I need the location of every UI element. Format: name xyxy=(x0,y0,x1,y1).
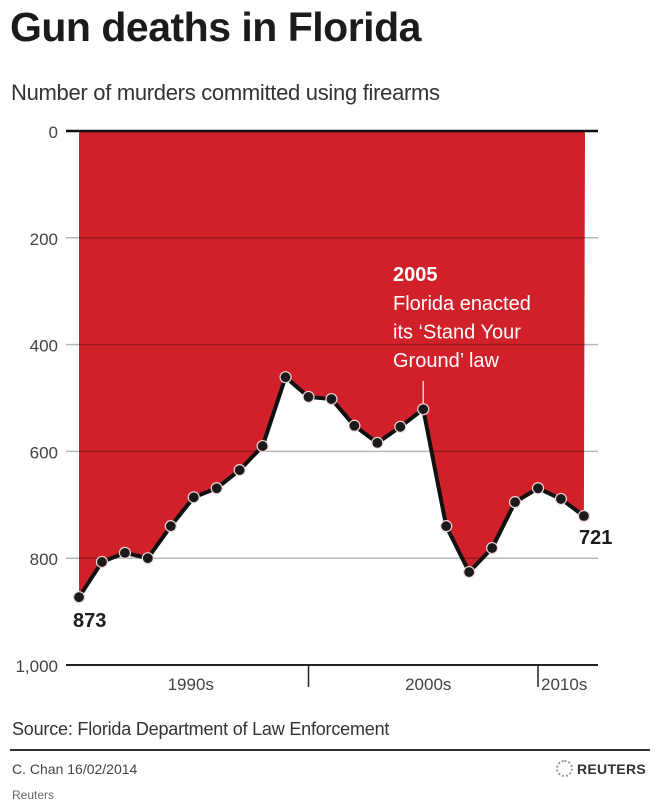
svg-text:873: 873 xyxy=(73,610,106,632)
svg-text:721: 721 xyxy=(579,527,612,549)
svg-text:0: 0 xyxy=(49,123,58,142)
svg-text:800: 800 xyxy=(30,550,58,569)
y-axis: 0 200 400 600 800 1,000 xyxy=(15,123,598,676)
svg-text:2010s: 2010s xyxy=(541,675,587,694)
area-chart: 0 200 400 600 800 1,000 1990s 2000s 2010s 873 72… xyxy=(15,123,612,694)
data-labels: 873 721 xyxy=(73,527,612,632)
svg-text:Ground’ law: Ground’ law xyxy=(393,350,500,372)
svg-text:600: 600 xyxy=(30,443,58,462)
reuters-brand: REUTERS xyxy=(556,760,646,777)
svg-text:1990s: 1990s xyxy=(168,675,214,694)
reuters-logo-icon xyxy=(556,760,573,777)
x-axis: 1990s 2000s 2010s xyxy=(66,664,598,694)
brand-name: REUTERS xyxy=(577,760,646,777)
source-note: Source: Florida Department of Law Enforc… xyxy=(12,719,390,739)
annotation: 2005 Florida enacted its ‘Stand Your Ground… xyxy=(393,264,531,404)
image-caption: Reuters xyxy=(12,788,55,802)
svg-text:its ‘Stand Your: its ‘Stand Your xyxy=(393,322,521,344)
footer-divider xyxy=(10,749,650,751)
svg-text:2005: 2005 xyxy=(393,264,438,286)
chart-subtitle: Number of murders committed using firear… xyxy=(11,80,440,105)
chart-title: Gun deaths in Florida xyxy=(10,4,421,50)
chart-fill xyxy=(79,131,585,598)
data-points xyxy=(72,371,591,604)
gridlines xyxy=(66,237,598,559)
svg-text:2000s: 2000s xyxy=(405,675,451,694)
svg-text:200: 200 xyxy=(30,230,58,249)
svg-text:Florida enacted: Florida enacted xyxy=(393,293,531,315)
credit-line: C. Chan 16/02/2014 xyxy=(12,761,138,777)
svg-text:1,000: 1,000 xyxy=(15,657,58,676)
svg-text:400: 400 xyxy=(30,337,58,356)
